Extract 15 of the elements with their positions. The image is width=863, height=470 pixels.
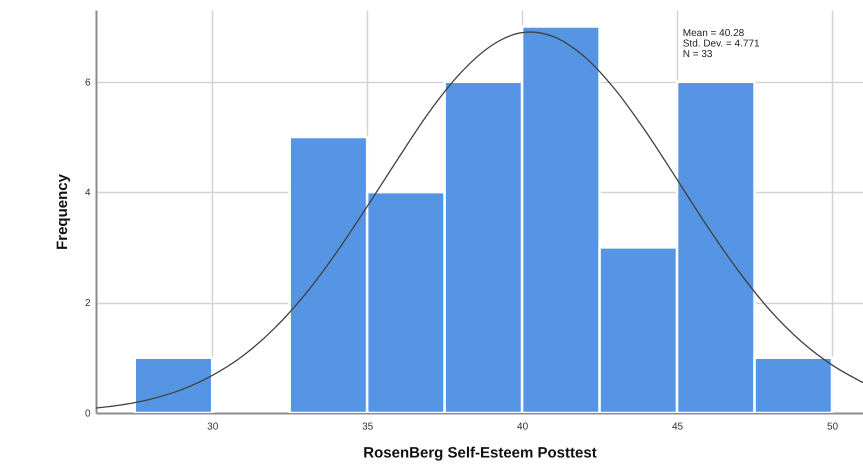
annotation: Std. Dev. = 4.771 <box>682 38 760 50</box>
annotation: Mean = 40.28 <box>682 28 745 39</box>
x-axis-title: RosenBerg Self-Esteem Posttest <box>363 444 597 462</box>
annotation: N = 33 <box>682 49 713 60</box>
x-tick-label: 30 <box>207 422 219 432</box>
x-tick-label: 45 <box>672 422 684 432</box>
x-tick-label: 40 <box>517 422 529 432</box>
y-tick-label: 0 <box>84 408 91 420</box>
x-tick-label: 35 <box>362 422 374 432</box>
line-series <box>96 31 863 409</box>
y-tick-label: 4 <box>84 188 91 199</box>
x-tick-label: 50 <box>826 422 839 432</box>
y-axis-title: Frequency <box>54 173 71 250</box>
y-tick-label: 2 <box>84 298 91 310</box>
y-tick-label: 6 <box>84 77 91 88</box>
